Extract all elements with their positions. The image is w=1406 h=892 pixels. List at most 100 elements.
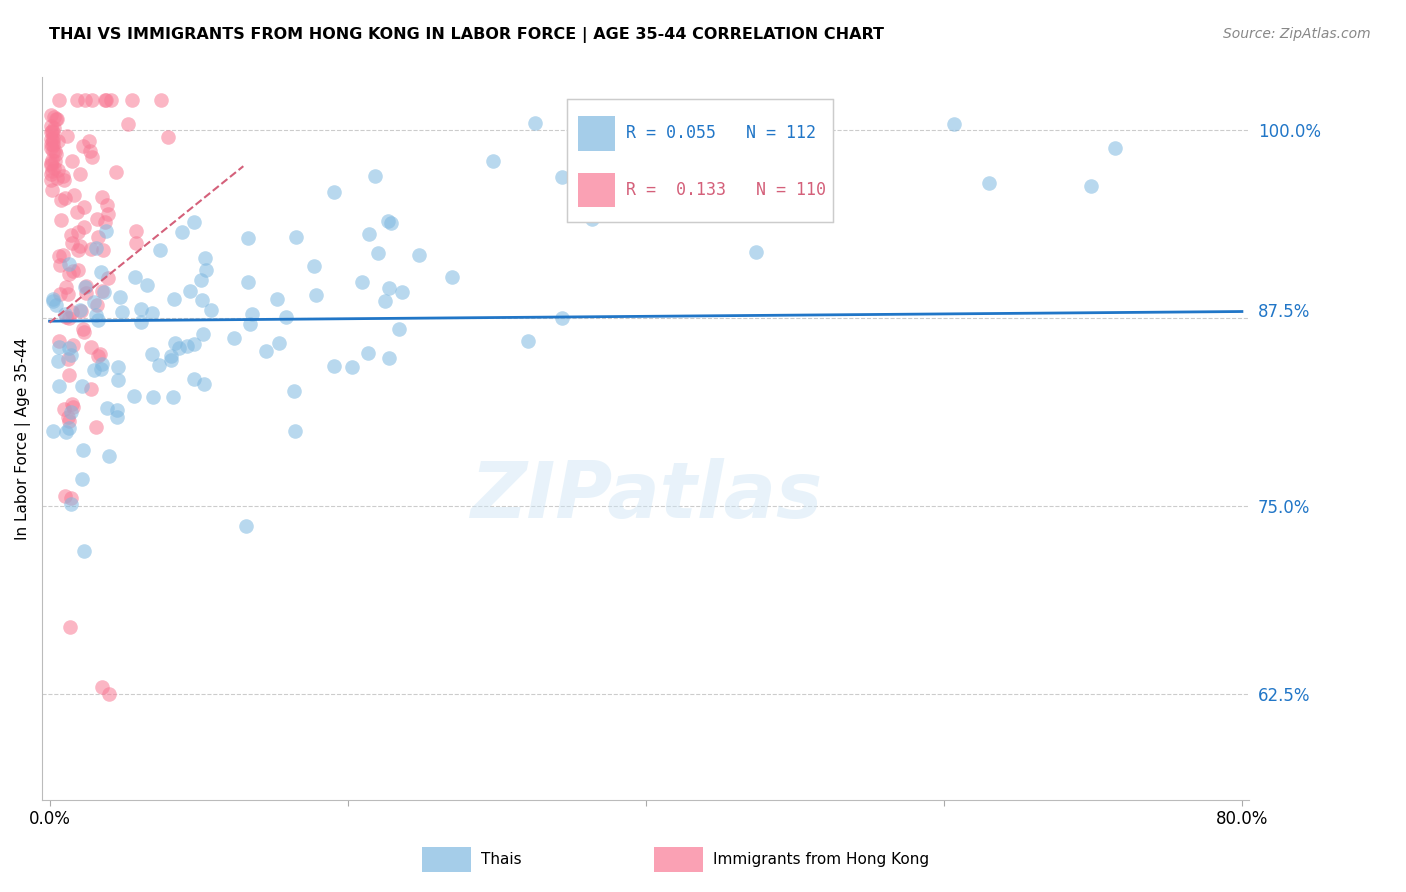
Point xyxy=(44,161,66,175)
Point xyxy=(66,243,89,257)
Point xyxy=(200,302,222,317)
Point xyxy=(276,310,298,324)
Point xyxy=(83,363,105,377)
Point xyxy=(62,264,84,278)
Point xyxy=(183,215,205,229)
Point xyxy=(121,93,143,107)
Point xyxy=(46,354,69,368)
Point xyxy=(86,211,108,226)
Point xyxy=(52,172,75,186)
Text: Thais: Thais xyxy=(481,853,522,867)
Point xyxy=(408,248,430,262)
Point xyxy=(107,373,129,387)
Point xyxy=(58,414,80,428)
Point xyxy=(55,279,77,293)
Point xyxy=(163,292,186,306)
Point xyxy=(98,449,121,463)
Point xyxy=(378,351,401,365)
Point xyxy=(39,125,62,139)
Point xyxy=(93,285,115,299)
Point xyxy=(157,130,180,145)
Point xyxy=(190,273,212,287)
Point xyxy=(141,306,163,320)
Point xyxy=(374,293,396,308)
Point xyxy=(149,243,172,257)
Point xyxy=(66,93,89,107)
Point xyxy=(194,251,217,265)
Point xyxy=(42,121,65,136)
Point xyxy=(163,335,186,350)
Point xyxy=(96,198,118,212)
Point xyxy=(45,170,67,185)
Point xyxy=(148,358,170,372)
Point xyxy=(765,115,787,129)
Point xyxy=(72,138,94,153)
Point xyxy=(517,334,540,348)
Point xyxy=(52,169,75,184)
Point xyxy=(236,276,259,290)
Point xyxy=(238,231,260,245)
Point xyxy=(69,239,91,253)
Point xyxy=(105,403,128,417)
Point xyxy=(943,117,966,131)
Point xyxy=(46,112,69,126)
Point xyxy=(391,285,413,299)
Point xyxy=(482,153,505,168)
Point xyxy=(62,236,84,251)
Point xyxy=(170,225,193,239)
Point xyxy=(1080,179,1102,194)
Point xyxy=(100,93,122,107)
Point xyxy=(41,153,63,168)
Point xyxy=(73,219,96,234)
Point xyxy=(41,132,63,146)
Point xyxy=(48,286,70,301)
Point xyxy=(131,315,153,329)
Point xyxy=(93,215,115,229)
Point xyxy=(56,129,79,144)
Point xyxy=(75,285,97,300)
Point xyxy=(48,249,70,263)
Point xyxy=(160,349,183,363)
Point xyxy=(105,409,128,424)
Point xyxy=(267,335,290,350)
Point xyxy=(380,216,402,230)
Point xyxy=(90,265,112,279)
Point xyxy=(45,147,67,161)
Point xyxy=(73,544,96,558)
Point xyxy=(69,167,91,181)
Text: 87.5%: 87.5% xyxy=(1258,302,1310,320)
Point xyxy=(44,144,66,158)
Point xyxy=(59,497,82,511)
Point xyxy=(63,187,86,202)
Point xyxy=(48,378,70,392)
Point xyxy=(254,344,277,359)
Point xyxy=(87,229,110,244)
Point xyxy=(51,194,73,208)
Point xyxy=(240,307,263,321)
Point xyxy=(39,167,62,181)
Point xyxy=(41,163,63,178)
Point xyxy=(142,390,165,404)
Point xyxy=(162,390,184,404)
Point xyxy=(41,119,63,133)
Point xyxy=(70,304,93,318)
Point xyxy=(53,402,76,417)
Point xyxy=(62,400,84,414)
Text: Source: ZipAtlas.com: Source: ZipAtlas.com xyxy=(1223,27,1371,41)
Point xyxy=(55,425,77,439)
Point xyxy=(70,472,93,486)
Text: Immigrants from Hong Kong: Immigrants from Hong Kong xyxy=(713,853,929,867)
Point xyxy=(82,151,104,165)
Point xyxy=(1104,141,1126,155)
Point xyxy=(82,93,104,107)
Point xyxy=(150,93,173,107)
Point xyxy=(90,357,112,371)
Point xyxy=(125,224,148,238)
Point xyxy=(79,144,101,158)
Point xyxy=(91,285,114,299)
Point xyxy=(93,93,115,107)
Point xyxy=(60,405,83,419)
Point xyxy=(72,322,94,336)
Point xyxy=(97,271,120,285)
Point xyxy=(41,183,63,197)
